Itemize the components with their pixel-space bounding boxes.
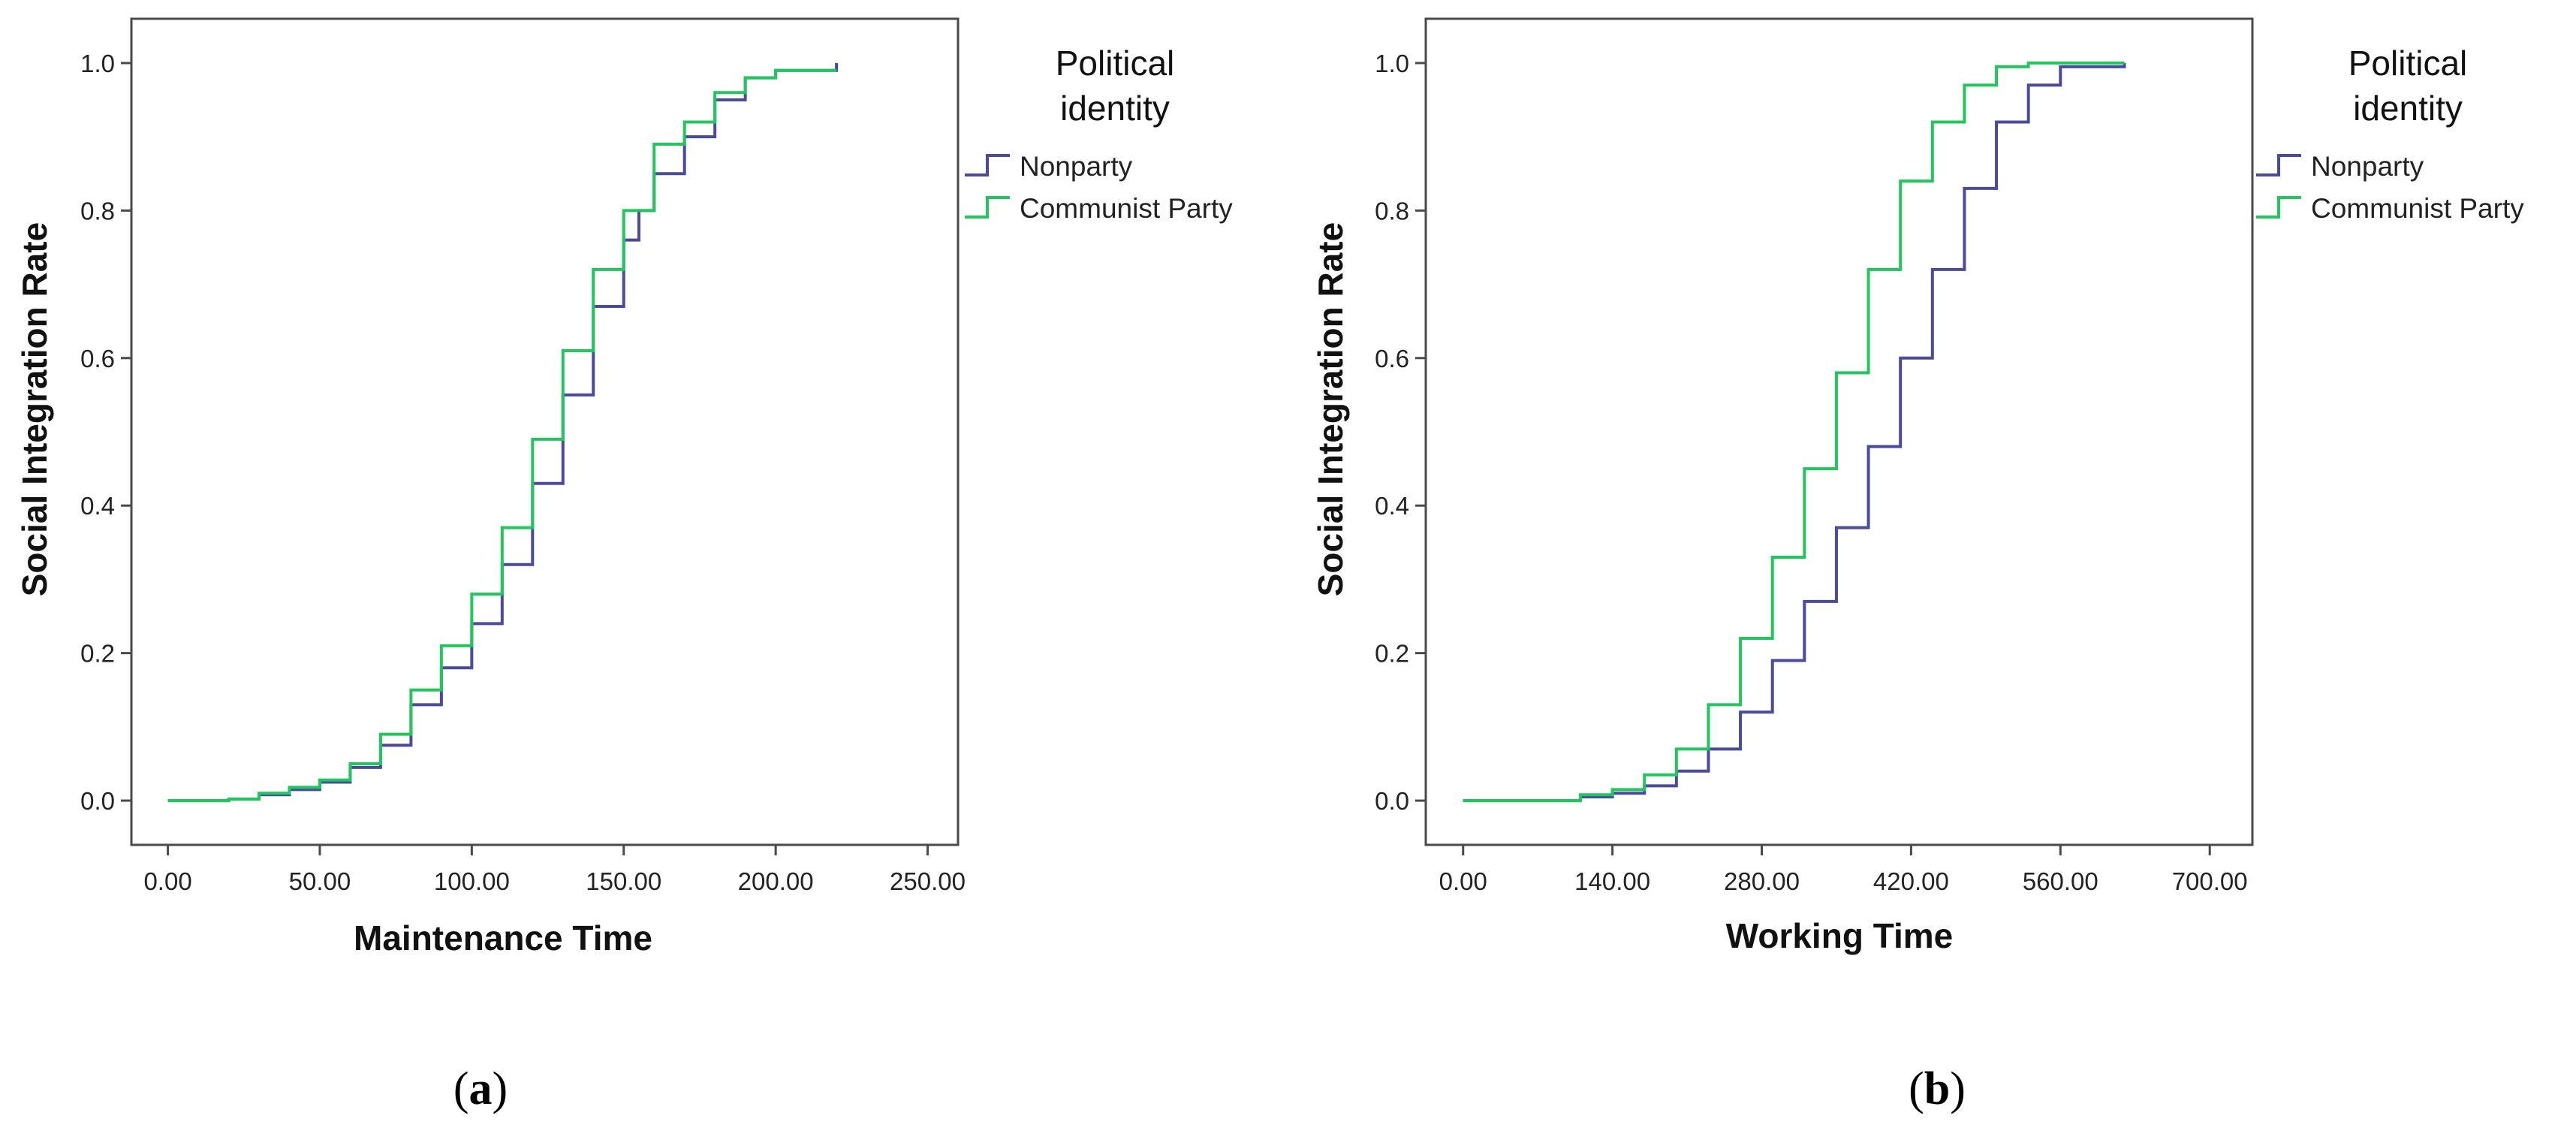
legend-swatch-communist-party: [965, 196, 1010, 219]
series-line-nonparty: [167, 62, 839, 803]
y-tick-label: 1.0: [80, 50, 115, 77]
y-tick-label: 0.6: [80, 345, 115, 372]
y-tick-label: 1.0: [1375, 50, 1409, 77]
chart-panel-a: 0.0 0.2 0.4 0.6 0.8 1.0 0.00 50.00 100.00 150.00…: [15, 17, 1233, 1114]
x-tick-label: 250.00: [890, 867, 966, 895]
legend-title-line-2: identity: [2353, 89, 2463, 128]
legend-swatch-nonparty: [2256, 154, 2301, 176]
legend-title-line-1: Political: [1056, 44, 1175, 83]
series-layer: [167, 62, 839, 803]
legend-swatch-nonparty: [965, 154, 1010, 176]
legend-title-line-2: identity: [1060, 89, 1170, 128]
y-tick-label: 0.6: [1375, 345, 1409, 372]
y-tick-label: 0.8: [80, 197, 115, 225]
plot-frame: [130, 17, 960, 846]
x-tick-label: 700.00: [2172, 867, 2248, 895]
series-line-communist-party: [1463, 61, 2125, 803]
plot-frame: [1424, 17, 2254, 846]
legend-label-nonparty: Nonparty: [2311, 151, 2424, 182]
panel-label-a: (a): [453, 1063, 508, 1114]
y-axis-title: Social Integration Rate: [15, 222, 54, 596]
y-axis-title: Social Integration Rate: [1311, 222, 1350, 596]
legend-label-communist-party: Communist Party: [2311, 193, 2524, 224]
x-tick-label: 200.00: [738, 867, 814, 895]
chart-panel-b: 0.0 0.2 0.4 0.6 0.8 1.0 0.00 140.00 280.00 420.0…: [1311, 17, 2524, 1114]
x-tick-label: 280.00: [1724, 867, 1800, 895]
x-axis-title: Working Time: [1726, 916, 1953, 955]
y-tick-label: 0.2: [80, 640, 115, 668]
y-tick-label: 0.0: [80, 787, 115, 815]
x-tick-label: 0.00: [1439, 867, 1487, 895]
panel-label-letter: b: [1924, 1063, 1950, 1114]
x-tick-label: 420.00: [1873, 867, 1949, 895]
series-line-communist-party: [167, 68, 837, 803]
x-tick-label: 560.00: [2023, 867, 2098, 895]
x-tick-label: 150.00: [586, 867, 661, 895]
y-axis-ticks: 0.0 0.2 0.4 0.6 0.8 1.0: [80, 50, 131, 815]
x-tick-label: 140.00: [1574, 867, 1650, 895]
y-tick-label: 0.4: [80, 492, 115, 520]
panel-label-letter: a: [469, 1063, 493, 1114]
y-axis-ticks: 0.0 0.2 0.4 0.6 0.8 1.0: [1375, 50, 1426, 815]
x-tick-label: 0.00: [143, 867, 191, 895]
series-line-nonparty: [1463, 62, 2126, 803]
y-tick-label: 0.0: [1375, 787, 1409, 815]
panel-label-b: (b): [1909, 1063, 1966, 1114]
y-tick-label: 0.8: [1375, 197, 1409, 225]
legend-label-communist-party: Communist Party: [1020, 193, 1233, 224]
x-axis-ticks: 0.00 50.00 100.00 150.00 200.00 250.00: [143, 845, 966, 895]
legend: Political identity Nonparty Communist Pa…: [965, 44, 1233, 224]
x-tick-label: 50.00: [289, 867, 351, 895]
y-tick-label: 0.2: [1375, 640, 1409, 668]
legend-label-nonparty: Nonparty: [1020, 151, 1133, 182]
series-layer: [1463, 61, 2126, 803]
legend: Political identity Nonparty Communist Pa…: [2256, 44, 2524, 224]
legend-swatch-communist-party: [2256, 196, 2301, 219]
x-axis-title: Maintenance Time: [354, 918, 652, 958]
x-axis-ticks: 0.00 140.00 280.00 420.00 560.00 700.00: [1439, 845, 2248, 895]
y-tick-label: 0.4: [1375, 492, 1409, 520]
legend-title-line-1: Political: [2349, 44, 2468, 83]
x-tick-label: 100.00: [434, 867, 510, 895]
